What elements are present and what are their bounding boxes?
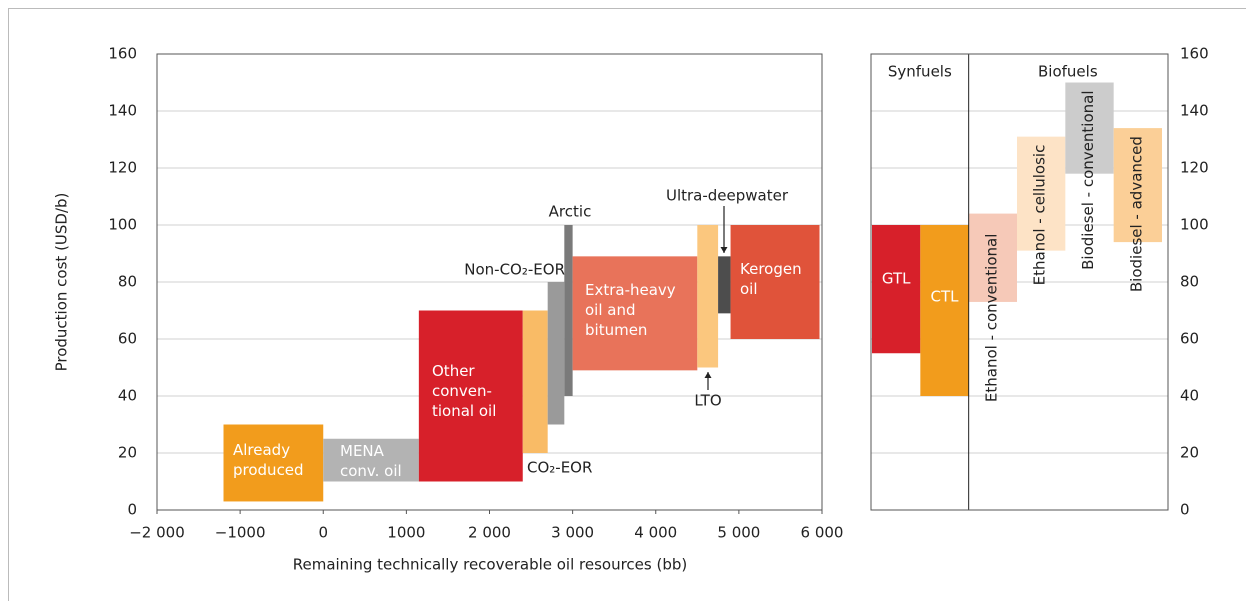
y2-tick-label: 80 xyxy=(1180,273,1199,291)
x-axis-label: Remaining technically recoverable oil re… xyxy=(293,556,688,574)
y-axis-label: Production cost (USD/b) xyxy=(53,193,71,372)
y2-tick-label: 0 xyxy=(1180,501,1190,519)
y2-tick-label: 60 xyxy=(1180,330,1199,348)
page-frame xyxy=(8,8,1246,601)
y-tick-label: 140 xyxy=(108,102,137,120)
bar-label: Arctic xyxy=(549,203,592,221)
cost-bar xyxy=(522,310,548,453)
x-tick-label: 3 000 xyxy=(551,524,594,542)
y-tick-label: 120 xyxy=(108,159,137,177)
x-tick-label: 5 000 xyxy=(717,524,760,542)
cost-bar xyxy=(223,424,324,502)
cost-bar xyxy=(547,282,565,425)
y-tick-label: 40 xyxy=(118,387,137,405)
bar-label: CO₂-EOR xyxy=(527,459,592,477)
y2-tick-label: 40 xyxy=(1180,387,1199,405)
bar-label: Ultra-deepwater xyxy=(666,187,789,205)
bar-label: MENA conv. oil xyxy=(340,442,402,480)
cost-bar xyxy=(1065,82,1114,174)
x-tick-label: 4 000 xyxy=(634,524,677,542)
group-label: Biofuels xyxy=(1038,63,1098,81)
y-tick-label: 0 xyxy=(127,501,137,519)
cost-bar xyxy=(564,225,573,396)
x-tick-label: −2 000 xyxy=(129,524,185,542)
bar-label: Other conven- tional oil xyxy=(432,362,497,420)
bar-label: Kerogen oil xyxy=(740,260,802,298)
cost-bar xyxy=(323,438,419,482)
y-tick-label: 80 xyxy=(118,273,137,291)
bar-label: Extra-heavy oil and bitumen xyxy=(585,281,676,339)
cost-bar xyxy=(872,225,921,354)
cost-bar xyxy=(697,225,719,368)
bar-label: Non-CO₂-EOR xyxy=(464,261,565,279)
cost-bar xyxy=(730,225,820,339)
bar-label: Biodiesel - advanced xyxy=(1127,136,1145,292)
y2-tick-label: 140 xyxy=(1180,102,1209,120)
y2-tick-label: 160 xyxy=(1180,45,1209,63)
bar-label: CTL xyxy=(931,287,960,305)
cost-bar xyxy=(968,213,1017,302)
group-label: Synfuels xyxy=(888,63,952,81)
cost-bar xyxy=(572,256,698,371)
x-tick-label: −1000 xyxy=(215,524,266,542)
y2-tick-label: 20 xyxy=(1180,444,1199,462)
cost-bar xyxy=(418,310,523,482)
x-tick-label: 2 000 xyxy=(468,524,511,542)
bar-label: Biodiesel - conventional xyxy=(1079,91,1097,270)
bar-label: GTL xyxy=(882,269,911,287)
y-tick-label: 100 xyxy=(108,216,137,234)
y-tick-label: 60 xyxy=(118,330,137,348)
y-tick-label: 20 xyxy=(118,444,137,462)
plot-frame xyxy=(156,53,823,511)
x-tick-label: 6 000 xyxy=(801,524,844,542)
plot-frame xyxy=(870,53,1169,511)
y2-tick-label: 120 xyxy=(1180,159,1209,177)
bar-label: Ethanol - conventional xyxy=(982,234,1000,403)
bar-label: LTO xyxy=(694,392,721,410)
x-tick-label: 0 xyxy=(318,524,328,542)
x-tick-label: 1000 xyxy=(387,524,425,542)
cost-bar xyxy=(718,256,731,314)
cost-bar xyxy=(920,225,969,396)
bar-label: Ethanol - cellulosic xyxy=(1031,145,1049,286)
cost-bar xyxy=(1017,136,1066,251)
y-tick-label: 160 xyxy=(108,45,137,63)
arrow-head xyxy=(704,372,712,378)
bar-label: Already produced xyxy=(233,441,304,479)
y2-tick-label: 100 xyxy=(1180,216,1209,234)
arrow-head xyxy=(720,247,728,253)
cost-bar xyxy=(1113,128,1162,243)
